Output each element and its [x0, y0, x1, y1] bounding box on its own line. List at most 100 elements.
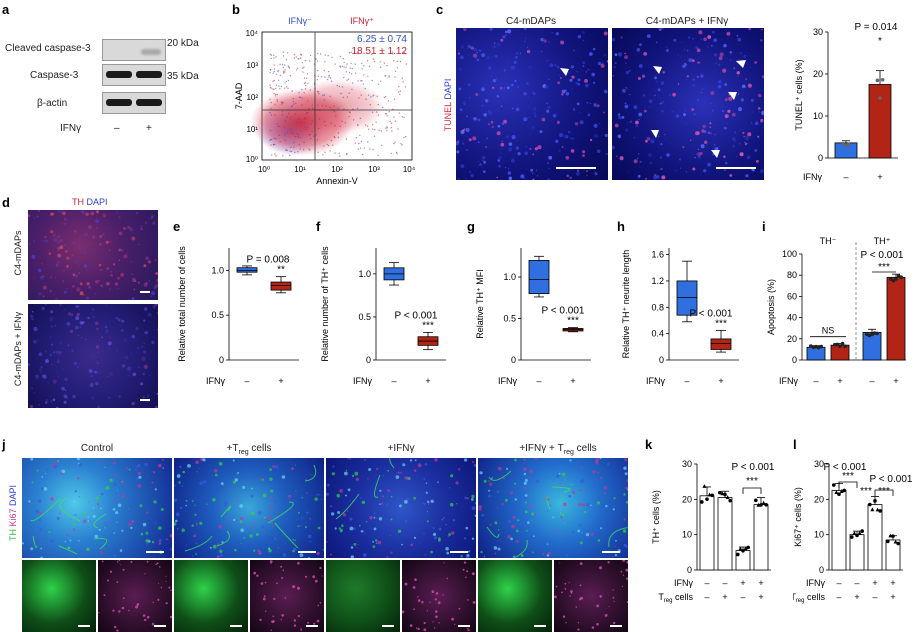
flow-event-dot [374, 128, 376, 131]
if-ki67-dot [270, 562, 272, 564]
cell-nucleus-dot [98, 280, 100, 282]
if-cell-dot [349, 458, 351, 460]
if-cell-dot [142, 522, 147, 527]
cell-nucleus-dot [508, 142, 513, 146]
cell-nucleus-dot [742, 131, 745, 135]
cell-nucleus-dot [144, 332, 146, 334]
if-ki67-dot [158, 566, 161, 568]
flow-event-dot [270, 138, 272, 141]
if-cell-dot [263, 516, 266, 519]
if-cell-dot [558, 472, 561, 475]
if-ki67-dot [580, 596, 583, 600]
if-cell-dot [58, 512, 61, 515]
flow-event-dot [274, 143, 276, 146]
cell-nucleus-dot [627, 122, 629, 124]
cell-nucleus-dot [712, 31, 715, 34]
cell-nucleus-dot [33, 277, 35, 279]
if-ki67-dot [467, 599, 469, 601]
chart-i-ytick-label: 100 [782, 249, 797, 259]
cell-nucleus-dot [697, 61, 700, 64]
flow-event-dot [270, 144, 272, 146]
cell-nucleus-dot [490, 121, 494, 124]
if-cell-dot [112, 507, 116, 511]
if-cell-dot [251, 511, 255, 516]
if-cell-dot [382, 475, 385, 477]
if-cell-dot [263, 531, 266, 534]
if-cell-dot [141, 506, 144, 509]
cell-nucleus-dot [694, 156, 696, 159]
if-cell-dot [600, 527, 603, 530]
cell-nucleus-dot [633, 136, 636, 139]
if-cell-dot [488, 494, 491, 498]
chart-i-data-point [838, 344, 842, 349]
if-cell-dot [359, 496, 362, 499]
cell-nucleus-dot [736, 75, 740, 78]
cell-nucleus-dot [549, 63, 554, 68]
if-cell-dot [515, 529, 519, 533]
cell-nucleus-dot [28, 363, 31, 366]
flow-event-dot [286, 131, 289, 134]
flow-event-dot [339, 55, 341, 58]
flow-event-dot [282, 155, 284, 157]
if-cell-dot [261, 525, 265, 529]
th-dapi-label: DAPI [86, 197, 108, 207]
cell-nucleus-dot [565, 92, 570, 96]
cell-nucleus-dot [612, 75, 614, 77]
cell-nucleus-dot [760, 169, 764, 174]
flow-event-dot [383, 96, 386, 99]
flow-event-dot [383, 62, 386, 64]
if-cell-dot [419, 543, 421, 545]
cell-nucleus-dot [503, 69, 506, 72]
if-cell-dot [510, 537, 513, 541]
flow-event-dot [284, 134, 286, 136]
flow-event-dot [293, 146, 295, 148]
flow-event-dot [282, 72, 285, 74]
flow-event-dot [280, 103, 283, 105]
flow-event-dot [394, 141, 396, 143]
cell-nucleus-dot [688, 58, 693, 63]
cell-nucleus-dot [672, 92, 676, 97]
if-ki67-dot [260, 582, 264, 585]
cell-nucleus-dot [127, 225, 131, 229]
chart-i-group-th-pos: TH⁺ [874, 236, 891, 246]
cell-nucleus-dot [717, 84, 722, 89]
cell-nucleus-dot [483, 170, 486, 173]
chart-l-data-point [878, 509, 882, 513]
if-cell-dot [267, 516, 271, 520]
cell-nucleus-dot [700, 38, 702, 40]
if-cell-dot [578, 503, 582, 507]
flow-event-dot [310, 123, 312, 125]
if-cell-dot [39, 519, 42, 522]
chart-l-bracket [838, 481, 858, 488]
cell-nucleus-dot [751, 111, 753, 113]
chart-i-sign: – [813, 376, 818, 386]
if-ki67-dot [417, 599, 421, 602]
flow-event-dot [365, 98, 367, 101]
if-cell-dot [261, 535, 265, 539]
chart-l-data-point [842, 488, 846, 493]
flow-event-dot [304, 82, 307, 84]
if-cell-dot [321, 498, 323, 500]
cell-nucleus-dot [539, 130, 543, 134]
flow-stat-pos: 18.51 ± 1.12 [351, 46, 407, 57]
if-cell-dot [441, 518, 444, 521]
flow-event-dot [286, 52, 289, 54]
cell-nucleus-dot [570, 65, 574, 69]
cell-nucleus-dot [621, 88, 626, 93]
cell-nucleus-dot [704, 140, 708, 144]
cell-nucleus-dot [659, 102, 662, 105]
flow-event-dot [403, 51, 405, 54]
if-cell-dot [308, 556, 310, 558]
if-cell-dot [309, 540, 312, 543]
cell-nucleus-dot [494, 42, 496, 44]
cell-nucleus-dot [547, 162, 549, 164]
if-cell-dot [89, 520, 91, 523]
flow-event-dot [292, 133, 294, 135]
if-cell-dot [123, 469, 125, 471]
flow-event-dot [272, 143, 275, 146]
if-ki67-dot [612, 589, 614, 591]
if-cell-dot [115, 493, 117, 495]
flow-event-dot [377, 83, 380, 86]
if-cell-dot [372, 545, 376, 548]
if-cell-dot [128, 468, 131, 471]
